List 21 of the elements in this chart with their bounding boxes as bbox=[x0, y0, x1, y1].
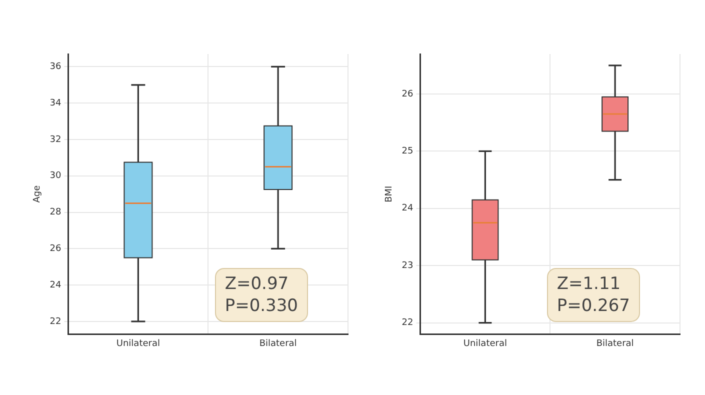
y-axis-title: BMI bbox=[384, 186, 395, 202]
y-tick-label: 32 bbox=[50, 134, 62, 145]
y-tick-label: 22 bbox=[402, 318, 414, 328]
y-tick-label: 28 bbox=[50, 208, 62, 218]
y-tick-label: 22 bbox=[50, 316, 62, 327]
y-axis-title: Age bbox=[32, 184, 43, 203]
y-tick-label: 24 bbox=[402, 204, 414, 214]
y-tick-label: 30 bbox=[50, 171, 62, 182]
y-tick-label: 23 bbox=[402, 260, 414, 271]
y-tick-label: 34 bbox=[50, 98, 62, 108]
y-tick-label: 25 bbox=[402, 146, 414, 157]
annotation: Z=0.97 P=0.330 bbox=[214, 268, 308, 322]
y-tick-label: 24 bbox=[50, 280, 62, 290]
y-tick-label: 26 bbox=[50, 244, 62, 254]
y-tick-label: 36 bbox=[50, 62, 62, 72]
x-tick-label: Unilateral bbox=[463, 338, 507, 349]
x-tick-label: Bilateral bbox=[596, 338, 634, 349]
y-tick-label: 26 bbox=[402, 89, 414, 100]
x-tick-label: Bilateral bbox=[259, 338, 297, 349]
x-tick-label: Unilateral bbox=[116, 338, 160, 349]
annotation: Z=1.11 P=0.267 bbox=[546, 268, 640, 322]
